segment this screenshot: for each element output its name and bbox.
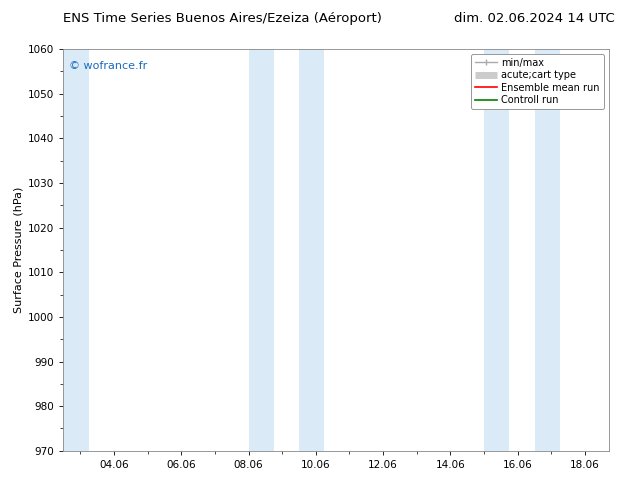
Bar [484,49,509,451]
Bar [249,49,274,451]
Y-axis label: Surface Pressure (hPa): Surface Pressure (hPa) [14,187,24,313]
Bar [63,49,89,451]
Text: dim. 02.06.2024 14 UTC: dim. 02.06.2024 14 UTC [454,12,615,25]
Legend: min/max, acute;cart type, Ensemble mean run, Controll run: min/max, acute;cart type, Ensemble mean … [471,54,604,109]
Bar [534,49,560,451]
Text: ENS Time Series Buenos Aires/Ezeiza (Aéroport): ENS Time Series Buenos Aires/Ezeiza (Aér… [63,12,382,25]
Bar [299,49,324,451]
Text: © wofrance.fr: © wofrance.fr [69,61,147,71]
